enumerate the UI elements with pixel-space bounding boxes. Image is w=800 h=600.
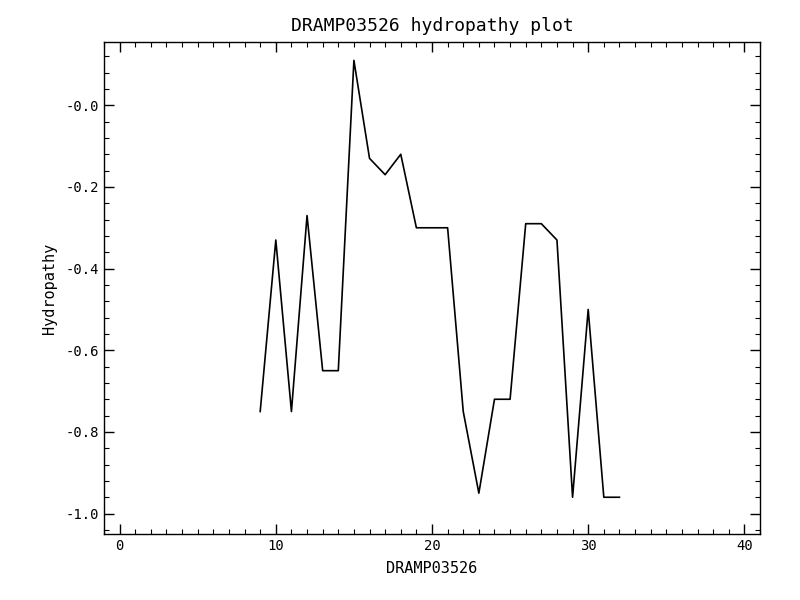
X-axis label: DRAMP03526: DRAMP03526 (386, 561, 478, 576)
Title: DRAMP03526 hydropathy plot: DRAMP03526 hydropathy plot (290, 17, 574, 35)
Y-axis label: Hydropathy: Hydropathy (42, 242, 58, 334)
